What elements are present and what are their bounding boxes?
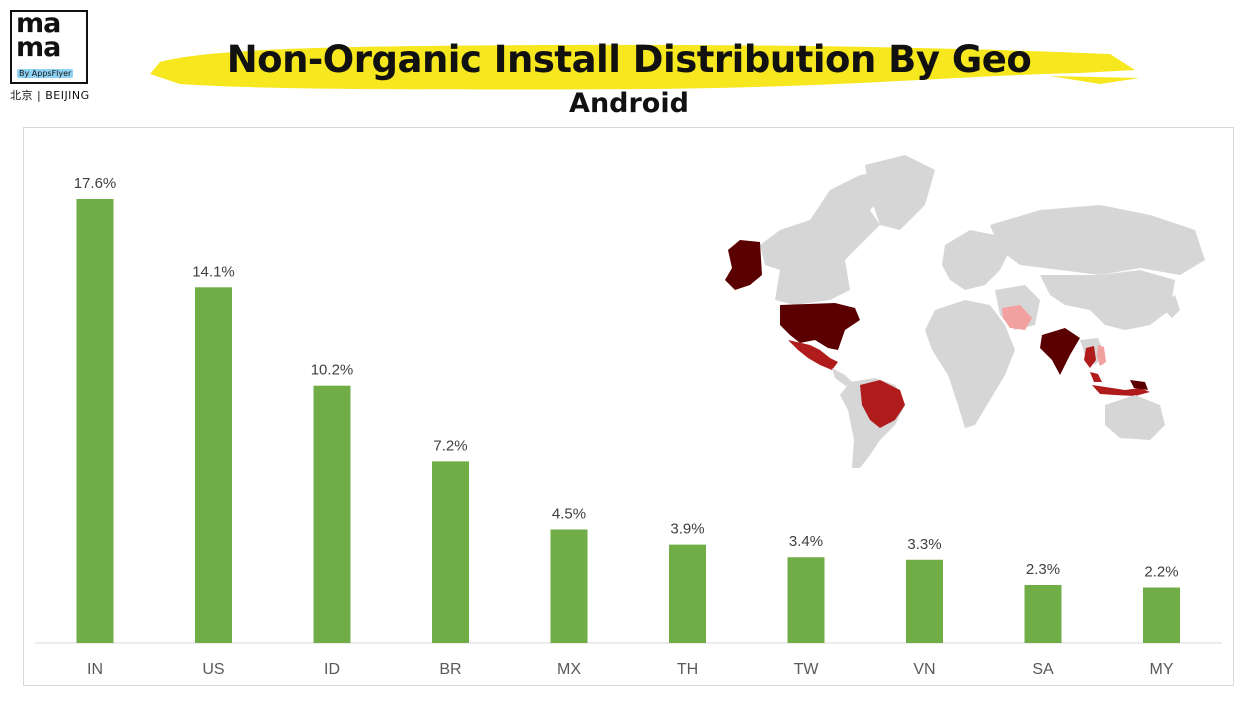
world-map <box>725 155 1205 468</box>
data-label-us: 14.1% <box>192 263 235 280</box>
chart-panel <box>23 127 1234 686</box>
x-tick-label-us: US <box>202 661 224 678</box>
bar-in <box>76 199 114 643</box>
x-tick-label-sa: SA <box>1032 661 1054 678</box>
x-tick-label-vn: VN <box>913 661 935 678</box>
logo-byline: By AppsFlyer <box>17 69 74 78</box>
map-europe <box>942 230 1010 290</box>
map-indonesia <box>1092 385 1150 396</box>
bar-tw <box>787 557 825 643</box>
map-saudi-arabia <box>1002 305 1032 330</box>
data-label-th: 3.9% <box>670 521 704 538</box>
map-malaysia <box>1090 372 1102 382</box>
data-label-mx: 4.5% <box>552 505 586 522</box>
map-thailand <box>1084 346 1096 368</box>
data-label-my: 2.2% <box>1144 564 1178 581</box>
x-tick-label-my: MY <box>1150 661 1174 678</box>
logo-byline-text: By AppsFlyer <box>17 69 74 78</box>
x-tick-label-mx: MX <box>557 661 581 678</box>
x-tick-label-tw: TW <box>794 661 820 678</box>
map-usa <box>780 303 860 350</box>
page-title: Non-Organic Install Distribution By Geo <box>226 38 1032 81</box>
x-tick-label-br: BR <box>439 661 461 678</box>
x-tick-label-id: ID <box>324 661 340 678</box>
mama-logo: ma ma By AppsFlyer 北京 | BEIJING <box>10 10 92 103</box>
map-vietnam <box>1097 345 1106 366</box>
data-label-br: 7.2% <box>433 437 467 454</box>
page-subtitle: Android <box>569 88 689 119</box>
data-label-id: 10.2% <box>311 362 354 379</box>
x-tick-label-in: IN <box>87 661 103 678</box>
logo-mark: ma ma By AppsFlyer <box>10 10 88 84</box>
map-japan <box>1166 295 1180 318</box>
map-north-america <box>760 170 890 305</box>
bar-mx <box>550 529 588 643</box>
bar-vn <box>906 559 943 643</box>
bar-us <box>195 287 232 643</box>
map-mexico <box>788 340 838 370</box>
map-central-america <box>832 368 852 386</box>
logo-city: 北京 | BEIJING <box>10 89 90 102</box>
map-russia <box>990 205 1205 275</box>
map-asia <box>1040 270 1175 330</box>
map-indonesia-east <box>1130 380 1148 390</box>
map-brazil <box>860 380 905 428</box>
title-highlight-brush <box>150 44 1140 90</box>
bar-id <box>313 385 351 643</box>
bar-br <box>432 461 469 643</box>
map-india <box>1040 328 1080 375</box>
data-label-sa: 2.3% <box>1026 561 1060 578</box>
map-africa <box>925 300 1015 428</box>
bar-th <box>669 544 706 643</box>
logo-wordmark: ma ma <box>16 8 61 63</box>
data-label-in: 17.6% <box>74 175 117 192</box>
bar-sa <box>1024 584 1062 643</box>
bar-group: 17.6% IN 14.1% US 10.2% ID 7.2% BR 4.5% MX 3.9% TH 3… <box>74 175 1180 678</box>
data-label-tw: 3.4% <box>789 533 823 550</box>
map-australia <box>1105 395 1165 440</box>
x-tick-label-th: TH <box>677 661 698 678</box>
data-label-vn: 3.3% <box>907 536 941 553</box>
map-greenland <box>865 155 935 230</box>
map-alaska <box>725 240 762 290</box>
bar-my <box>1143 587 1180 643</box>
